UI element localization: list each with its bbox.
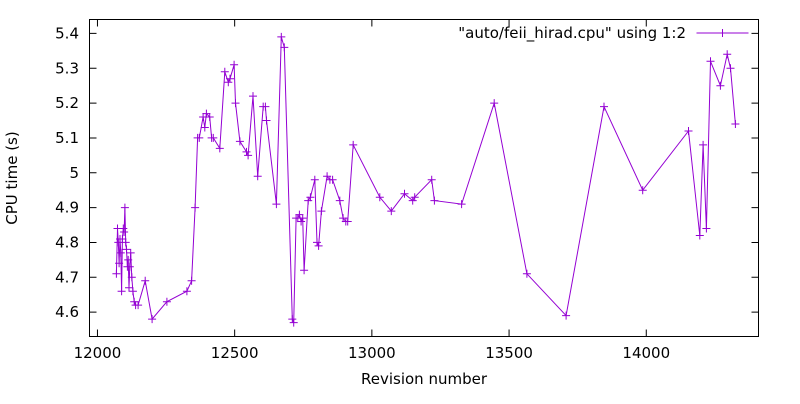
x-tick-label: 12000 <box>74 344 122 362</box>
plot-area: 12000 12500 13000 13500 14000 4.6 4.7 4.8 4.9 5 5.… <box>55 19 759 362</box>
y-axis-title: CPU time (s) <box>3 131 21 224</box>
y-tick-label: 4.6 <box>55 303 79 321</box>
y-tick-label: 4.9 <box>55 199 79 217</box>
x-tick-label: 14000 <box>622 344 670 362</box>
data-markers <box>112 32 740 327</box>
y-tick-label: 5.2 <box>55 94 79 112</box>
y-tick-label: 4.7 <box>55 268 79 286</box>
legend-key-sample <box>696 29 749 37</box>
y-tick-label: 4.8 <box>55 233 79 251</box>
y-tick-label: 5 <box>69 164 79 182</box>
data-line <box>115 36 736 323</box>
y-tick-label: 5.4 <box>55 24 79 42</box>
legend-label: "auto/feii_hirad.cpu" using 1:2 <box>458 24 686 43</box>
x-tick-label: 13500 <box>485 344 533 362</box>
plot-border <box>89 19 759 337</box>
x-tick-label: 13000 <box>348 344 396 362</box>
x-tick-label: 12500 <box>211 344 259 362</box>
x-axis-title: Revision number <box>361 370 488 388</box>
y-tick-label: 5.1 <box>55 129 79 147</box>
y-tick-label: 5.3 <box>55 59 79 77</box>
